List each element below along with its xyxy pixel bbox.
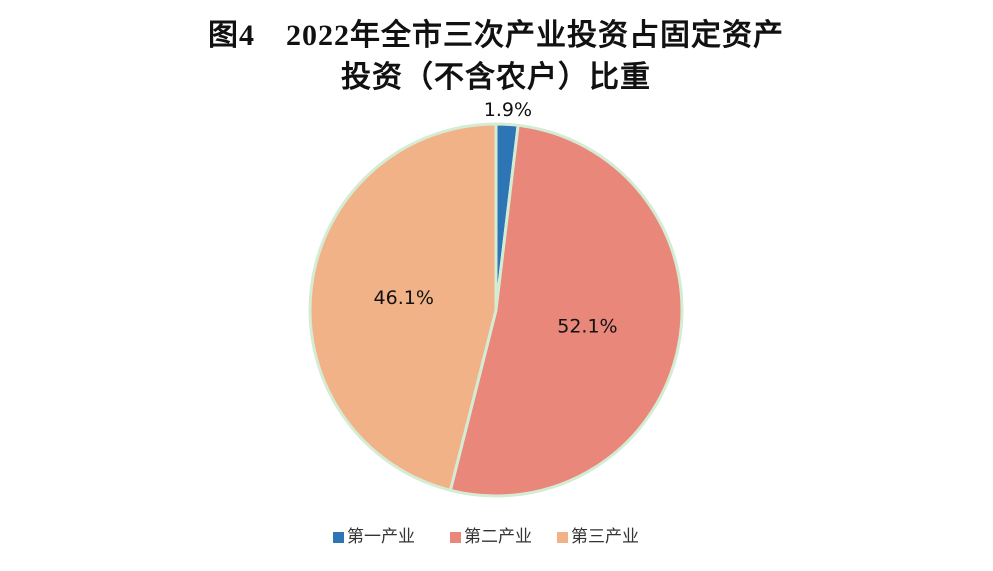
data-label: 46.1%	[374, 287, 434, 309]
data-label: 1.9%	[484, 99, 532, 121]
legend-label: 第一产业	[347, 527, 415, 546]
legend-label: 第三产业	[571, 527, 639, 546]
pie-slice	[448, 123, 684, 498]
legend-label: 第二产业	[464, 527, 532, 546]
data-label: 52.1%	[557, 315, 617, 337]
legend-swatch	[333, 532, 344, 543]
legend-swatch	[450, 532, 461, 543]
legend-swatch	[557, 532, 568, 543]
chart-title: 投资（不含农户）比重	[341, 60, 651, 94]
pie-slice	[308, 122, 498, 492]
chart-title: 图4 2022年全市三次产业投资占固定资产	[208, 18, 784, 52]
